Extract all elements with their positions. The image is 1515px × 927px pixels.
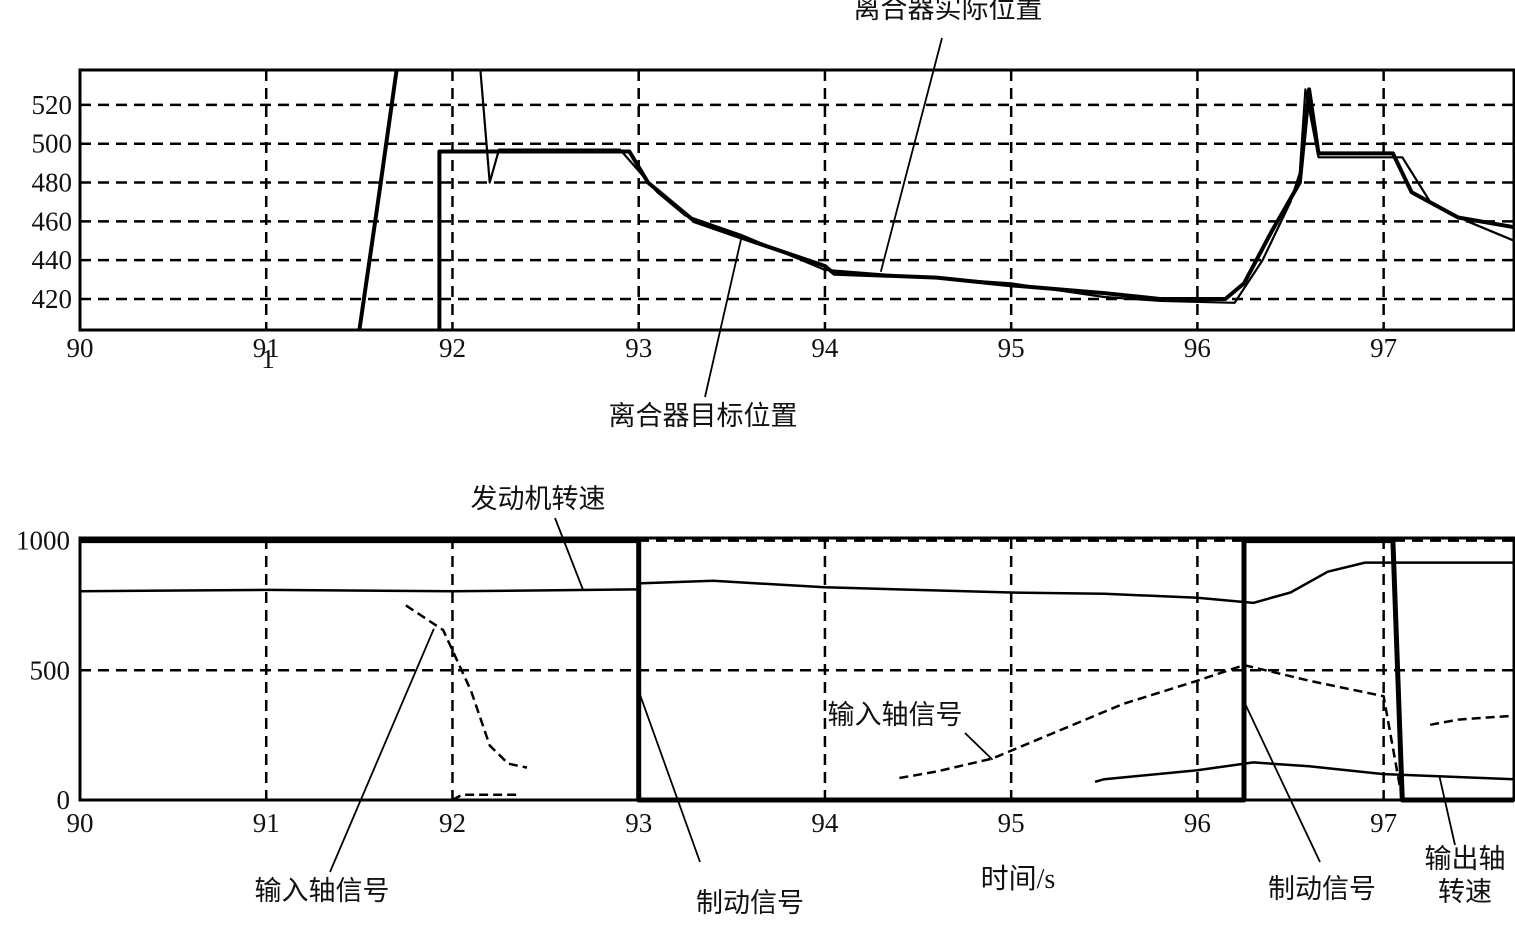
y-tick-label: 460 (32, 206, 73, 236)
series-line (357, 69, 1515, 331)
x-tick-label: 94 (811, 333, 839, 363)
x-tick-label: 90 (67, 333, 94, 363)
x-tick-label: 97 (1370, 333, 1397, 363)
x-tick-label: 93 (625, 808, 652, 838)
y-tick-label: 480 (32, 168, 73, 198)
x-tick-label: 96 (1184, 333, 1211, 363)
annotation-leader (1243, 701, 1321, 863)
annotation-label: 输入轴信号 (828, 700, 963, 731)
clutch-position-chart: 90 91 92 93 94 95 96 97 520 500 480 460 440 420 1 离合器… (32, 0, 1515, 432)
annotation-label: 离合器目标位置 (609, 401, 798, 432)
annotation-label: 制动信号 (696, 888, 804, 919)
x-tick-label: 91 (253, 808, 280, 838)
x-tick-label: 94 (811, 808, 839, 838)
y-tick-label: 0 (57, 785, 71, 815)
annotation-label: 输入轴信号 (255, 876, 390, 907)
x-tick-label: 92 (439, 333, 466, 363)
annotation-label: 输出轴转速 (1425, 844, 1506, 908)
annotation-leader (964, 732, 994, 761)
y-tick-label: 500 (30, 655, 71, 685)
y-tick-label: 520 (32, 90, 73, 120)
series-line (80, 538, 1514, 803)
annotation-leader (879, 37, 943, 273)
series-line (79, 561, 1514, 605)
annotation-leader (637, 690, 701, 863)
x-tick-label: 92 (439, 808, 466, 838)
x-tick-label: 97 (1370, 808, 1397, 838)
y-tick-label: 440 (32, 245, 73, 275)
x-tick-label: 95 (998, 333, 1025, 363)
y-tick-label: 500 (32, 129, 73, 159)
y-tick-label: 1000 (16, 526, 70, 556)
annotation-leader (554, 517, 584, 590)
x-tick-label: 95 (998, 808, 1025, 838)
annotation-leader (1438, 776, 1456, 846)
annotation-label: 制动信号 (1268, 874, 1376, 905)
annotation-leader (329, 628, 435, 873)
y-tick-label: 420 (32, 284, 73, 314)
series-line (405, 604, 1515, 802)
bottom-plot-frame (78, 536, 1515, 802)
x-axis-title: 时间/s (981, 863, 1056, 895)
series-line (1094, 761, 1515, 784)
top-plot-frame (78, 68, 1515, 332)
x-tick-label: 90 (67, 808, 94, 838)
annotation-label: 发动机转速 (471, 484, 606, 515)
top-extra-label: 1 (261, 344, 275, 374)
speed-signal-chart: 90 91 92 93 94 95 96 97 1000 500 0 时间/s 发动机转速输入轴信号… (16, 484, 1515, 919)
annotation-leader (704, 238, 743, 398)
x-tick-label: 96 (1184, 808, 1211, 838)
x-tick-label: 91 (253, 333, 280, 363)
series-line (479, 69, 1515, 304)
x-tick-label: 93 (625, 333, 652, 363)
annotation-label: 离合器实际位置 (854, 0, 1043, 25)
